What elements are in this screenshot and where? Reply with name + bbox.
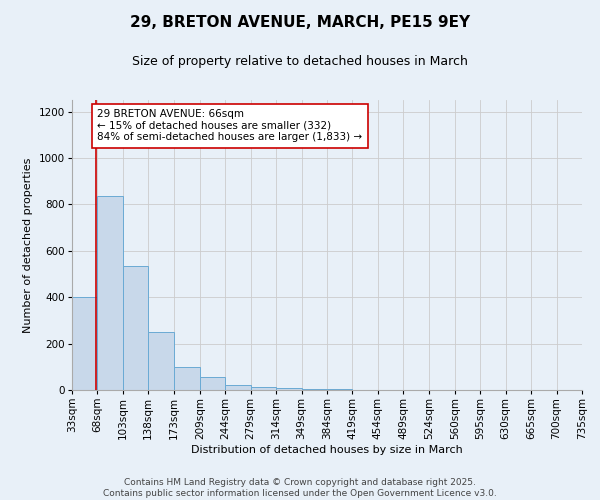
Text: 29, BRETON AVENUE, MARCH, PE15 9EY: 29, BRETON AVENUE, MARCH, PE15 9EY: [130, 15, 470, 30]
X-axis label: Distribution of detached houses by size in March: Distribution of detached houses by size …: [191, 444, 463, 454]
Bar: [276, 388, 302, 390]
Bar: [302, 389, 327, 390]
Bar: [174, 367, 200, 390]
Y-axis label: Number of detached properties: Number of detached properties: [23, 158, 33, 332]
Text: Size of property relative to detached houses in March: Size of property relative to detached ho…: [132, 55, 468, 68]
Bar: [148, 332, 174, 390]
Bar: [251, 386, 276, 390]
Text: 29 BRETON AVENUE: 66sqm
← 15% of detached houses are smaller (332)
84% of semi-d: 29 BRETON AVENUE: 66sqm ← 15% of detache…: [97, 110, 362, 142]
Text: Contains HM Land Registry data © Crown copyright and database right 2025.
Contai: Contains HM Land Registry data © Crown c…: [103, 478, 497, 498]
Bar: [123, 266, 148, 390]
Bar: [200, 376, 225, 390]
Bar: [97, 196, 123, 390]
Bar: [225, 384, 251, 390]
Bar: [72, 297, 97, 390]
